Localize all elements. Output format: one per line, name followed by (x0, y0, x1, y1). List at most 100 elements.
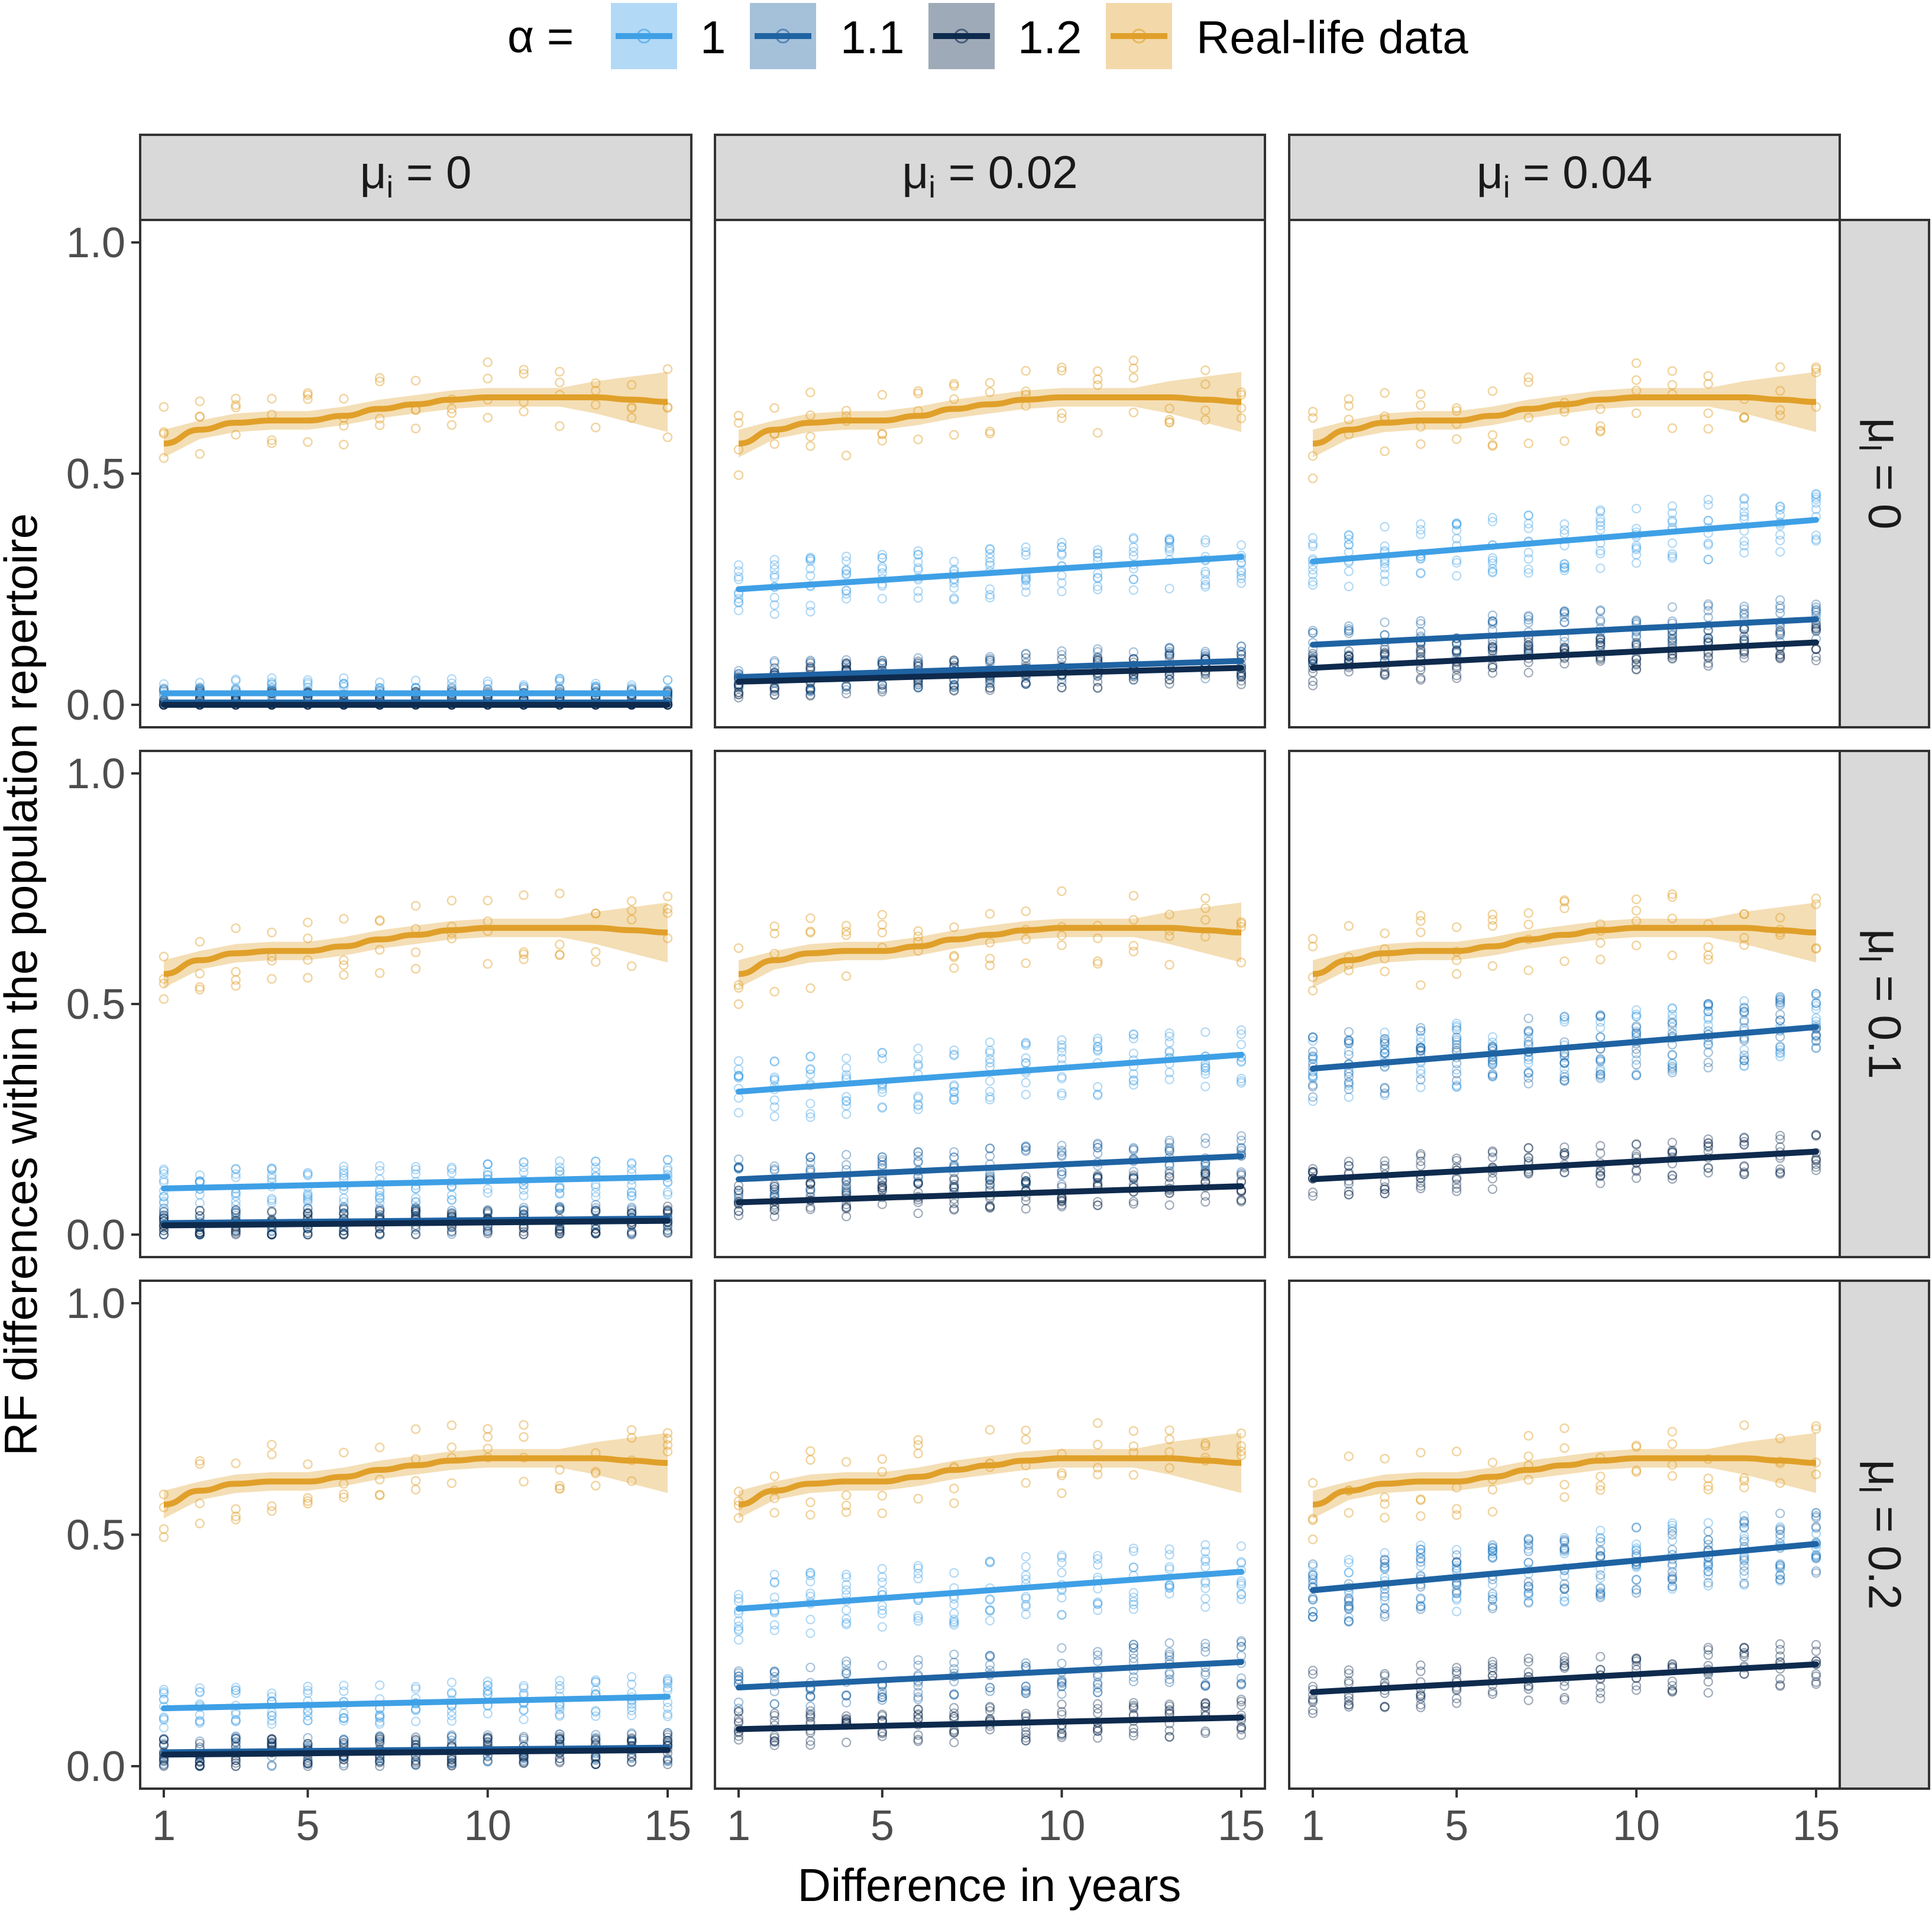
sim-point-alpha-1 (1308, 1573, 1318, 1583)
sim-point-alpha-1-1 (519, 1203, 529, 1213)
sim-point-alpha-1-2 (1775, 653, 1785, 663)
sim-point-alpha-1-1 (339, 1203, 349, 1213)
real-life-point (1236, 1441, 1247, 1451)
sim-point-alpha-1-2 (1200, 1728, 1211, 1738)
sim-point-alpha-1 (1057, 578, 1067, 588)
real-life-point (1380, 1453, 1390, 1464)
sim-point-alpha-1-2 (1344, 1186, 1354, 1196)
sim-point-alpha-1 (1596, 507, 1606, 517)
sim-point-alpha-1 (1811, 1552, 1821, 1563)
sim-point-alpha-1 (375, 1193, 385, 1203)
sim-point-alpha-1 (267, 1719, 277, 1729)
sim-point-alpha-1 (1631, 543, 1642, 553)
real-life-point (410, 947, 421, 957)
legend-item: Real-life data (1106, 3, 1468, 69)
sim-point-alpha-1 (662, 1709, 673, 1719)
sim-point-alpha-1 (339, 1161, 349, 1171)
sim-point-alpha-1-1 (1487, 1060, 1498, 1070)
sim-point-alpha-1-1 (805, 1152, 815, 1162)
sim-point-alpha-1-1 (267, 1737, 277, 1748)
sim-point-alpha-1 (877, 1564, 887, 1574)
real-life-point (1416, 927, 1426, 937)
real-life-point (841, 406, 852, 416)
sim-point-alpha-1 (519, 1714, 529, 1725)
real-life-point (662, 908, 673, 918)
sim-point-alpha-1-1 (1596, 1552, 1606, 1562)
sim-point-alpha-1-1 (267, 1226, 277, 1237)
real-life-point (1811, 367, 1821, 378)
sim-point-alpha-1-1 (1487, 1543, 1498, 1553)
sim-point-alpha-1 (1380, 559, 1390, 569)
sim-point-alpha-1-2 (1811, 622, 1821, 632)
sim-point-alpha-1-1 (1559, 1012, 1569, 1022)
sim-point-alpha-1 (1559, 559, 1569, 569)
sim-point-alpha-1 (1523, 1591, 1533, 1601)
sim-point-alpha-1-2 (1021, 1735, 1031, 1745)
real-life-point (1523, 1451, 1533, 1462)
facet-col-label: μi = 0.02 (902, 146, 1077, 205)
sim-point-alpha-1 (733, 566, 744, 576)
sim-point-alpha-1 (1596, 1032, 1606, 1042)
sim-point-alpha-1-1 (1128, 1643, 1138, 1653)
sim-point-alpha-1-2 (555, 1226, 565, 1236)
sim-point-alpha-1-1 (1344, 1036, 1354, 1046)
panel-border (714, 219, 1266, 728)
sim-point-alpha-1 (1739, 1008, 1749, 1018)
sim-point-alpha-1-1 (1811, 1031, 1821, 1041)
sim-point-alpha-1 (1128, 1604, 1138, 1614)
sim-point-alpha-1 (1021, 1592, 1031, 1602)
sim-point-alpha-1 (1200, 535, 1211, 545)
sim-point-alpha-1 (1452, 1589, 1462, 1599)
real-life-point (519, 890, 529, 901)
sim-point-alpha-1-2 (1416, 1702, 1426, 1712)
sim-point-alpha-1 (1200, 1546, 1211, 1557)
real-life-point (1164, 403, 1174, 414)
sim-point-alpha-1-2 (1596, 1167, 1606, 1177)
sim-point-alpha-1-1 (1236, 1637, 1247, 1647)
sim-point-alpha-1 (805, 1065, 815, 1075)
sim-point-alpha-1-2 (733, 1206, 744, 1216)
sim-point-alpha-1-2 (555, 1228, 565, 1238)
sim-point-alpha-1-1 (1164, 649, 1174, 659)
sim-point-alpha-1 (805, 1069, 815, 1079)
sim-point-alpha-1-2 (1344, 1699, 1354, 1709)
sim-point-alpha-1-1 (1093, 1143, 1103, 1153)
sim-point-alpha-1-2 (1667, 1659, 1677, 1669)
real-life-point (1739, 909, 1749, 919)
sim-point-alpha-1-1 (1667, 1019, 1677, 1029)
sim-point-alpha-1 (267, 1173, 277, 1184)
sim-point-alpha-1-2 (375, 1757, 385, 1768)
real-life-point (303, 1459, 313, 1469)
sim-point-alpha-1 (913, 1044, 923, 1054)
sim-point-alpha-1 (483, 1686, 493, 1696)
sim-point-alpha-1-2 (769, 1736, 779, 1746)
real-life-point (1057, 408, 1067, 419)
sim-point-alpha-1-2 (1523, 1657, 1533, 1667)
sim-point-alpha-1-2 (1380, 1701, 1390, 1712)
sim-point-alpha-1 (1308, 1073, 1318, 1083)
x-tick-label: 15 (644, 1802, 691, 1850)
sim-point-alpha-1 (1667, 501, 1677, 511)
sim-point-alpha-1 (1703, 1561, 1713, 1571)
sim-point-alpha-1-1 (1452, 1586, 1462, 1596)
sim-point-alpha-1-2 (375, 1229, 385, 1240)
sim-point-alpha-1 (949, 583, 959, 593)
sim-point-alpha-1 (842, 569, 852, 580)
sim-point-alpha-1-1 (1200, 646, 1211, 657)
real-life-point (1703, 371, 1713, 381)
sim-point-alpha-1 (1416, 1595, 1426, 1605)
sim-point-alpha-1 (1093, 568, 1103, 578)
sim-point-alpha-1-1 (769, 685, 779, 695)
sim-point-alpha-1-2 (1523, 1152, 1533, 1162)
sim-point-alpha-1-1 (1057, 1682, 1067, 1692)
real-life-point (1559, 1492, 1569, 1502)
sim-point-alpha-1 (1596, 1055, 1606, 1065)
sim-point-alpha-1-2 (769, 1737, 779, 1747)
sim-point-alpha-1 (733, 598, 744, 608)
sim-point-alpha-1-1 (446, 1730, 457, 1740)
real-life-point (877, 1491, 888, 1501)
sim-point-alpha-1-2 (1631, 1139, 1642, 1149)
sim-point-alpha-1 (985, 545, 995, 555)
real-life-point (1057, 1488, 1067, 1498)
real-life-point (769, 986, 779, 997)
